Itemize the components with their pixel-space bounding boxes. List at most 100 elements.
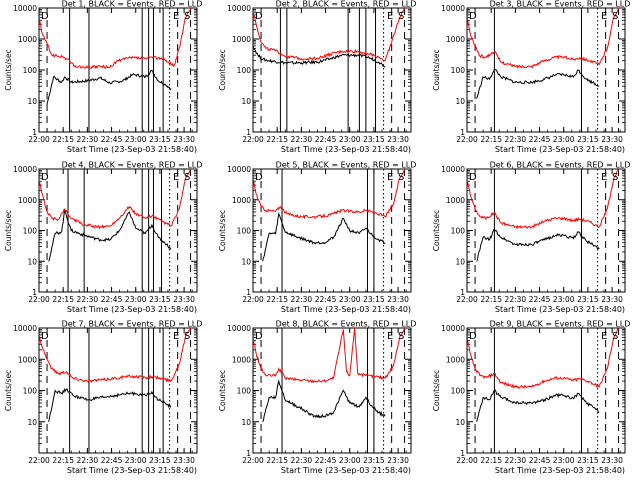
x-tick-label: 22:15	[480, 135, 502, 144]
events-series-line	[476, 67, 600, 99]
chart-title: Det 1, BLACK = Events, RED = LLD	[62, 0, 203, 9]
y-axis-label: Counts/sec	[218, 49, 227, 90]
x-tick-label: 22:00	[242, 456, 264, 465]
x-tick-label: 22:45	[315, 295, 337, 304]
chart-title: Det 7, BLACK = Events, RED = LLD	[62, 320, 203, 329]
y-tick-label: 10	[241, 97, 251, 106]
y-tick-label: 10000	[227, 324, 251, 333]
x-tick-label: 23:00	[339, 295, 361, 304]
corner-label-end: S	[612, 11, 618, 22]
y-tick-label: 1000	[446, 196, 465, 205]
chart-title: Det 4, BLACK = Events, RED = LLD	[62, 161, 203, 170]
y-axis-label: Counts/sec	[4, 49, 13, 90]
y-tick-label: 1	[246, 128, 251, 137]
corner-label-start: D	[41, 172, 49, 183]
x-tick-label: 22:15	[52, 295, 74, 304]
x-tick-label: 23:00	[339, 456, 361, 465]
corner-label-mid: E	[601, 11, 607, 22]
x-tick-label: 23:15	[149, 135, 171, 144]
x-tick-label: 23:15	[577, 295, 599, 304]
corner-label-start: D	[469, 172, 477, 183]
corner-label-end: S	[184, 11, 190, 22]
y-axis-label: Counts/sec	[218, 210, 227, 251]
events-series-line	[262, 379, 386, 422]
corner-label-mid: E	[387, 11, 393, 22]
x-tick-label: 22:15	[480, 295, 502, 304]
corner-label-mid: E	[173, 172, 179, 183]
chart-title: Det 3, BLACK = Events, RED = LLD	[490, 0, 631, 9]
plot-frame	[38, 7, 198, 133]
y-tick-label: 1	[246, 288, 251, 297]
plot-frame	[466, 168, 626, 293]
y-tick-label: 10000	[227, 4, 251, 13]
x-tick-label: 23:30	[173, 135, 195, 144]
y-tick-label: 1000	[446, 35, 465, 44]
chart-panel-5: 1 10 100 1000 10000 22:00 22:15 22:30 22:45 23:00…	[218, 161, 416, 315]
corner-label-start: D	[469, 11, 477, 22]
x-tick-label: 23:00	[553, 135, 575, 144]
corner-label-start: D	[41, 11, 49, 22]
x-tick-label: 22:00	[456, 295, 478, 304]
y-tick-label: 10000	[13, 4, 37, 13]
plot-frame	[38, 168, 198, 293]
chart-title: Det 6, BLACK = Events, RED = LLD	[490, 161, 631, 170]
y-tick-label: 1000	[232, 355, 251, 364]
y-tick-label: 100	[237, 227, 252, 236]
plot-frame	[466, 327, 626, 454]
corner-label-start: D	[255, 11, 263, 22]
corner-label-start: D	[41, 331, 49, 342]
y-tick-label: 100	[237, 66, 252, 75]
x-tick-label: 22:30	[291, 295, 313, 304]
y-tick-label: 10000	[441, 4, 465, 13]
y-tick-label: 10	[455, 97, 465, 106]
x-tick-label: 22:15	[52, 456, 74, 465]
y-tick-label: 10	[241, 257, 251, 266]
x-tick-label: 23:15	[577, 456, 599, 465]
x-tick-label: 22:15	[52, 135, 74, 144]
y-axis-label: Counts/sec	[432, 370, 441, 411]
corner-label-start: D	[469, 331, 477, 342]
lld-series-line	[39, 328, 192, 384]
chart-panel-9: 1 10 100 1000 10000 22:00 22:15 22:30 22:45 23:00…	[432, 320, 630, 476]
x-tick-label: 22:30	[77, 135, 99, 144]
x-axis-label: Start Time (23-Sep-03 21:58:40)	[495, 305, 625, 314]
y-tick-label: 10000	[13, 165, 37, 174]
y-axis-label: Counts/sec	[432, 49, 441, 90]
x-tick-label: 22:15	[266, 456, 288, 465]
x-tick-label: 23:30	[387, 135, 409, 144]
plot-frame	[252, 7, 412, 133]
plot-frame	[38, 327, 198, 454]
y-tick-label: 100	[23, 227, 38, 236]
x-tick-label: 22:00	[456, 456, 478, 465]
x-tick-label: 23:30	[601, 295, 623, 304]
y-tick-label: 1000	[232, 35, 251, 44]
events-series-line	[48, 208, 172, 262]
y-tick-label: 1	[460, 128, 465, 137]
x-tick-label: 22:45	[101, 295, 123, 304]
plot-frame	[466, 7, 626, 133]
x-tick-label: 22:00	[456, 135, 478, 144]
x-tick-label: 22:30	[291, 456, 313, 465]
y-tick-label: 1	[246, 449, 251, 458]
y-tick-label: 1000	[446, 355, 465, 364]
y-tick-label: 1	[32, 128, 37, 137]
corner-label-end: S	[398, 172, 404, 183]
y-axis-label: Counts/sec	[432, 210, 441, 251]
corner-label-mid: E	[387, 172, 393, 183]
y-tick-label: 1000	[232, 196, 251, 205]
x-tick-label: 23:30	[173, 295, 195, 304]
x-tick-label: 22:45	[529, 135, 551, 144]
x-tick-label: 22:45	[315, 135, 337, 144]
events-series-line	[476, 389, 600, 422]
lld-series-line	[467, 8, 620, 69]
y-axis-label: Counts/sec	[4, 370, 13, 411]
y-tick-label: 100	[23, 66, 38, 75]
corner-label-mid: E	[173, 11, 179, 22]
x-axis-label: Start Time (23-Sep-03 21:58:40)	[495, 145, 625, 154]
x-tick-label: 22:45	[529, 456, 551, 465]
x-axis-label: Start Time (23-Sep-03 21:58:40)	[281, 305, 411, 314]
y-tick-label: 1000	[18, 35, 37, 44]
x-axis-label: Start Time (23-Sep-03 21:58:40)	[281, 145, 411, 154]
x-tick-label: 22:30	[505, 456, 527, 465]
